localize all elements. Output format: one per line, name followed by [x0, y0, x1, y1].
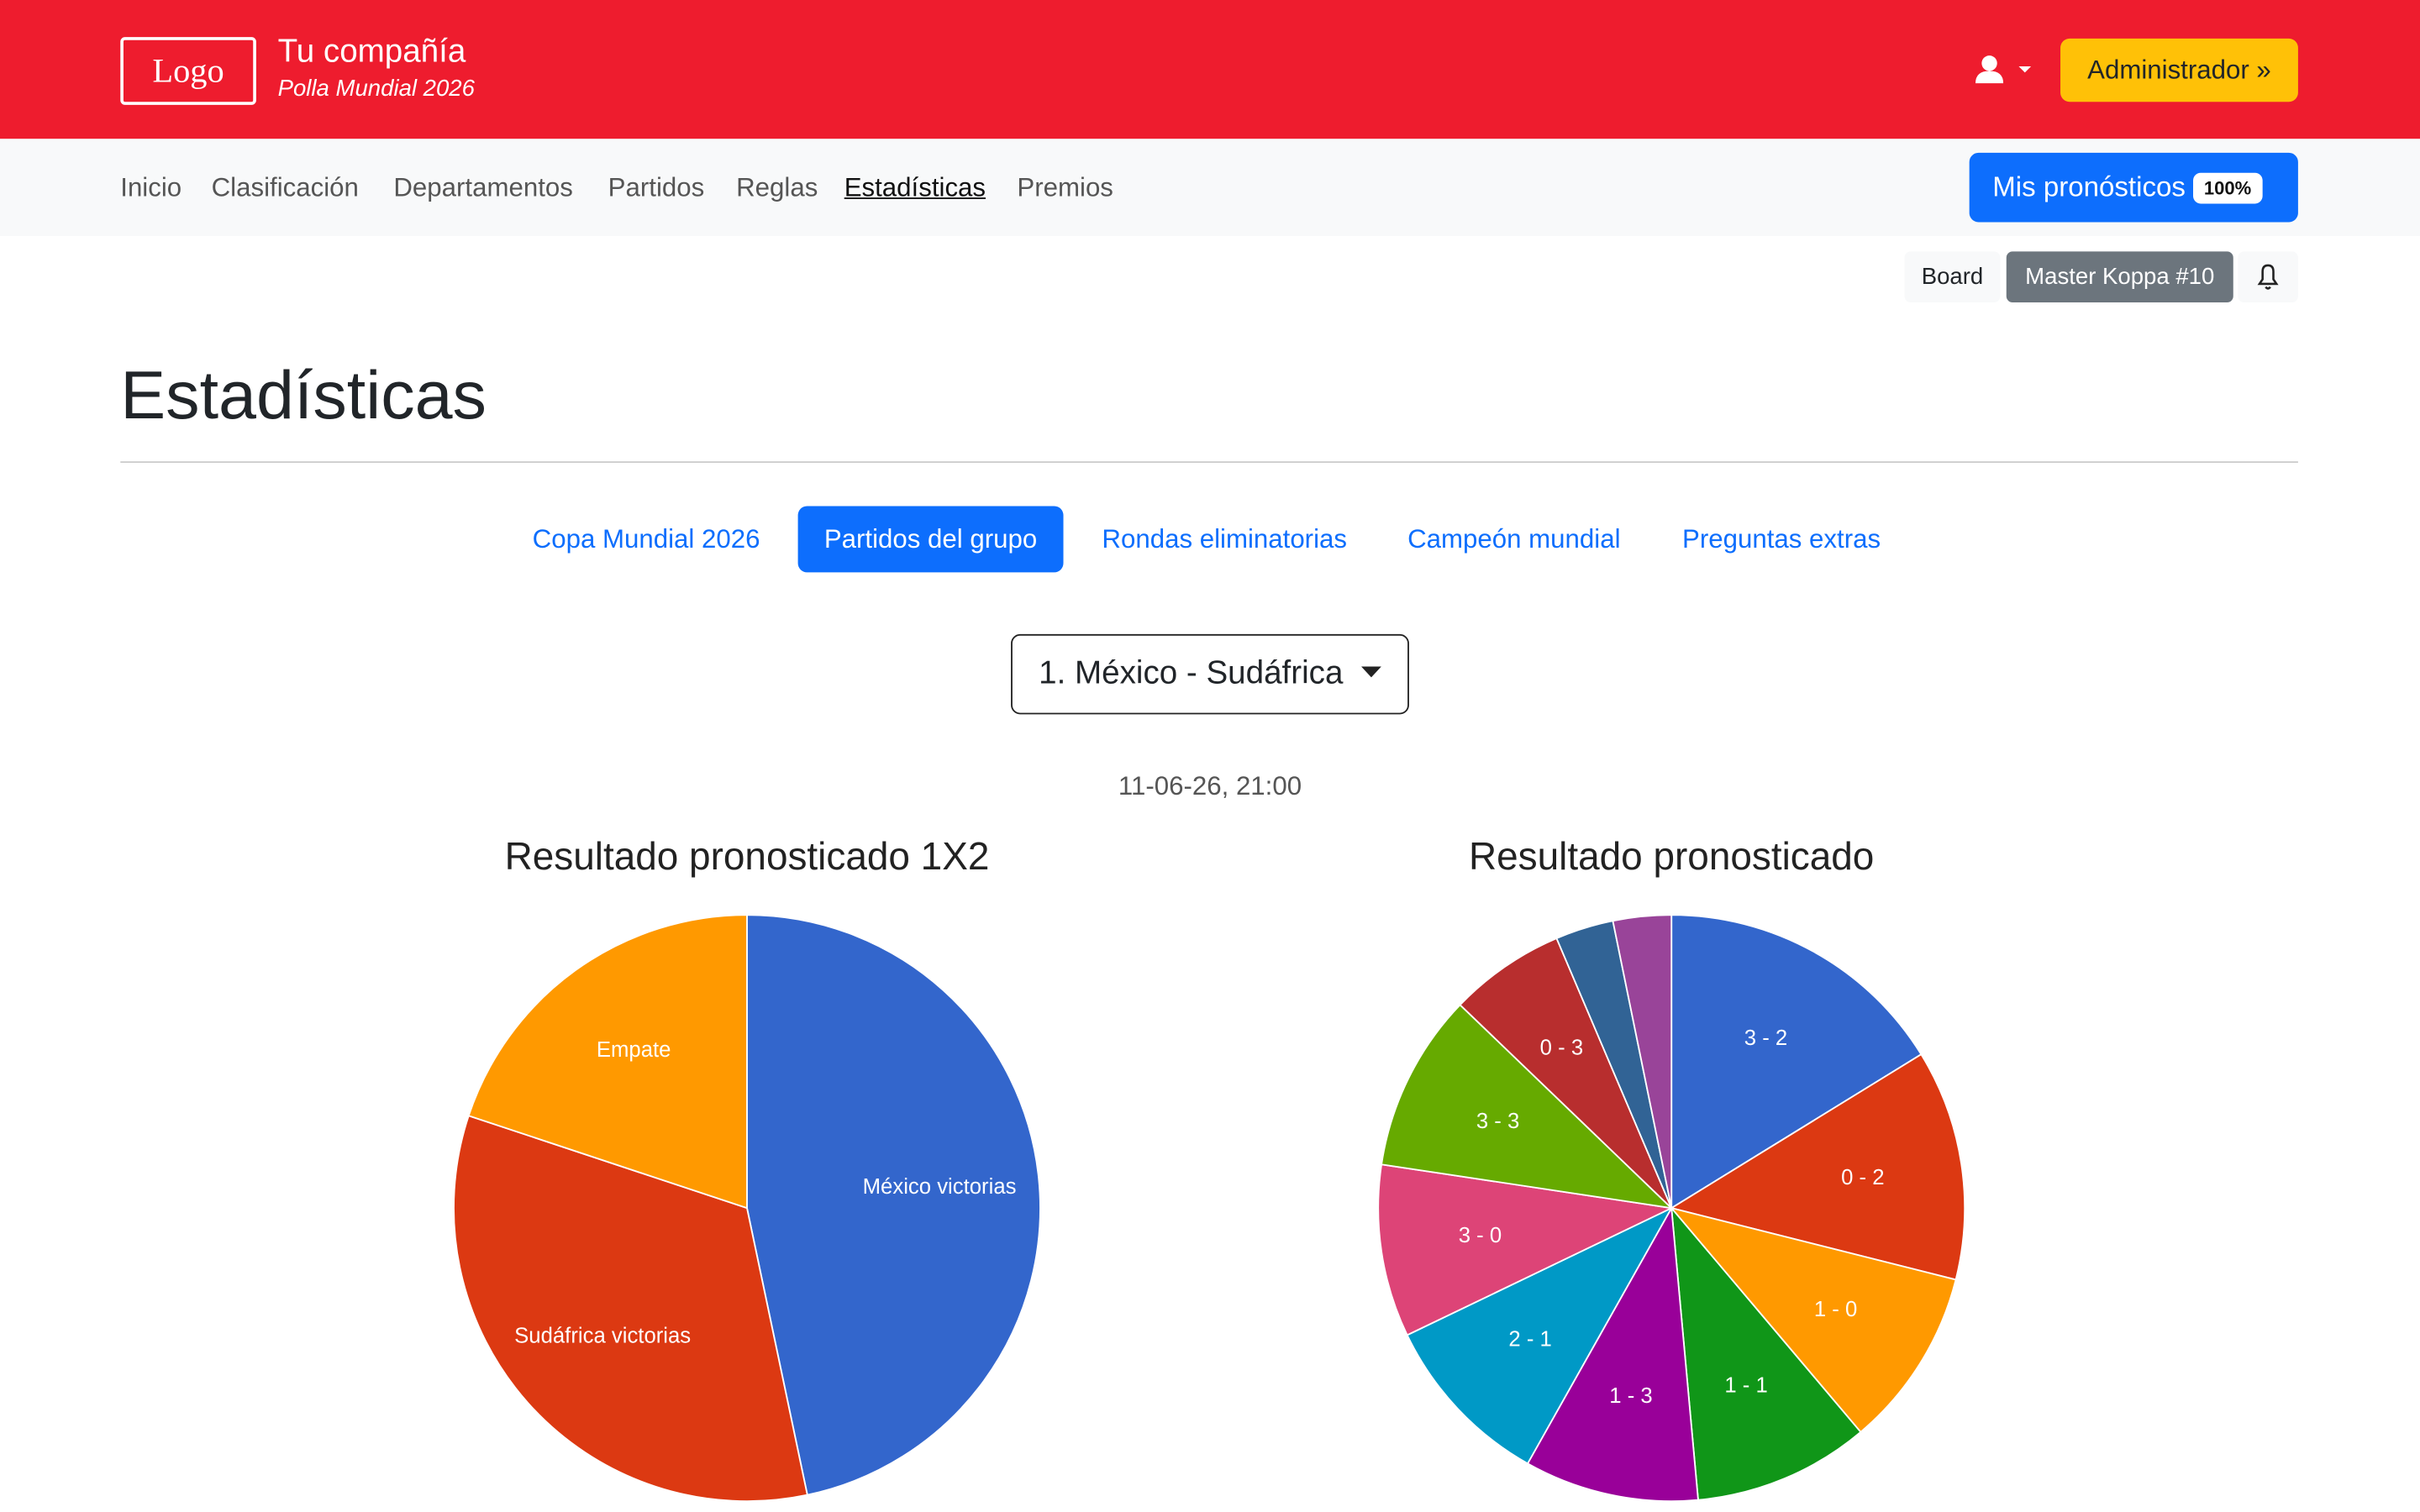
predictions-button[interactable]: Mis pronósticos 100%	[1969, 152, 2298, 223]
chart-title: Resultado pronosticado 1X2	[505, 834, 990, 878]
nav-link[interactable]: Premios	[1017, 172, 1113, 202]
match-select[interactable]: 1. México - Sudáfrica	[1011, 633, 1409, 715]
tab[interactable]: Rondas eliminatorias	[1102, 524, 1348, 554]
slice-label: 0 - 3	[1540, 1036, 1583, 1059]
pie-slice	[1612, 914, 1673, 1209]
top-bar	[0, 0, 2420, 139]
match-select-label: 1. México - Sudáfrica	[1039, 655, 1344, 691]
slice-label: México victorias	[863, 1175, 1017, 1199]
pie-slice	[1526, 1205, 1699, 1503]
match-date: 11-06-26, 21:00	[1118, 771, 1302, 801]
slice-label: Sudáfrica victorias	[514, 1324, 691, 1347]
pie-slice	[1377, 1163, 1675, 1336]
nav-link[interactable]: Clasificación	[211, 172, 359, 202]
nav-link[interactable]: Estadísticas	[844, 172, 986, 202]
pie-slice	[746, 914, 1041, 1496]
caret	[1361, 666, 1381, 678]
pie-slice	[1669, 1206, 1957, 1434]
slice-label: 1 - 1	[1724, 1373, 1767, 1397]
slice-label: 1 - 0	[1814, 1298, 1857, 1321]
company-name: Tu compañía	[277, 34, 466, 70]
pie-slice	[1381, 1003, 1674, 1210]
page-title: Estadísticas	[120, 358, 487, 434]
slice-label: 3 - 0	[1459, 1224, 1502, 1247]
user-menu[interactable]	[1972, 52, 2033, 89]
pie-slice	[1669, 1053, 1966, 1281]
chart-title: Resultado pronosticado	[1469, 834, 1874, 878]
pie-slice	[1406, 1206, 1674, 1465]
pie-slice	[453, 1115, 808, 1503]
admin-button[interactable]: Administrador »	[2060, 38, 2298, 102]
pie-slice	[1670, 914, 1923, 1210]
tab[interactable]: Copa Mundial 2026	[532, 524, 760, 554]
nav-link[interactable]: Reglas	[736, 172, 818, 202]
board-button[interactable]: Board	[1904, 251, 2001, 303]
pie-slice	[467, 914, 748, 1210]
user-button[interactable]: Master Koppa #10	[2006, 251, 2233, 303]
slice-label: 1 - 3	[1609, 1384, 1652, 1408]
nav-link[interactable]: Departamentos	[393, 172, 573, 202]
nav-link[interactable]: Inicio	[120, 172, 182, 202]
tab[interactable]: Campeón mundial	[1407, 524, 1621, 554]
slice-label: Empate	[597, 1038, 671, 1062]
slice-label: 3 - 3	[1476, 1110, 1519, 1133]
divider	[120, 461, 2298, 464]
slice-label: 3 - 2	[1744, 1026, 1787, 1050]
slice-label: 2 - 1	[1508, 1327, 1551, 1351]
pie-slice	[1459, 937, 1673, 1209]
bell-icon	[2257, 264, 2279, 290]
pie-slice	[1670, 1205, 1862, 1501]
predictions-label: Mis pronósticos	[1992, 171, 2186, 202]
predictions-badge: 100%	[2193, 172, 2263, 204]
nav-link[interactable]: Partidos	[608, 172, 705, 202]
tab[interactable]: Partidos del grupo	[797, 506, 1064, 573]
notifications-button[interactable]	[2238, 251, 2298, 303]
logo[interactable]: Logo	[120, 37, 256, 105]
slice-label: 0 - 2	[1841, 1166, 1884, 1189]
company-subtitle: Polla Mundial 2026	[277, 76, 475, 102]
charts: Resultado pronosticado 1X2 México victori…	[453, 834, 1966, 1503]
tab[interactable]: Preguntas extras	[1682, 524, 1881, 554]
